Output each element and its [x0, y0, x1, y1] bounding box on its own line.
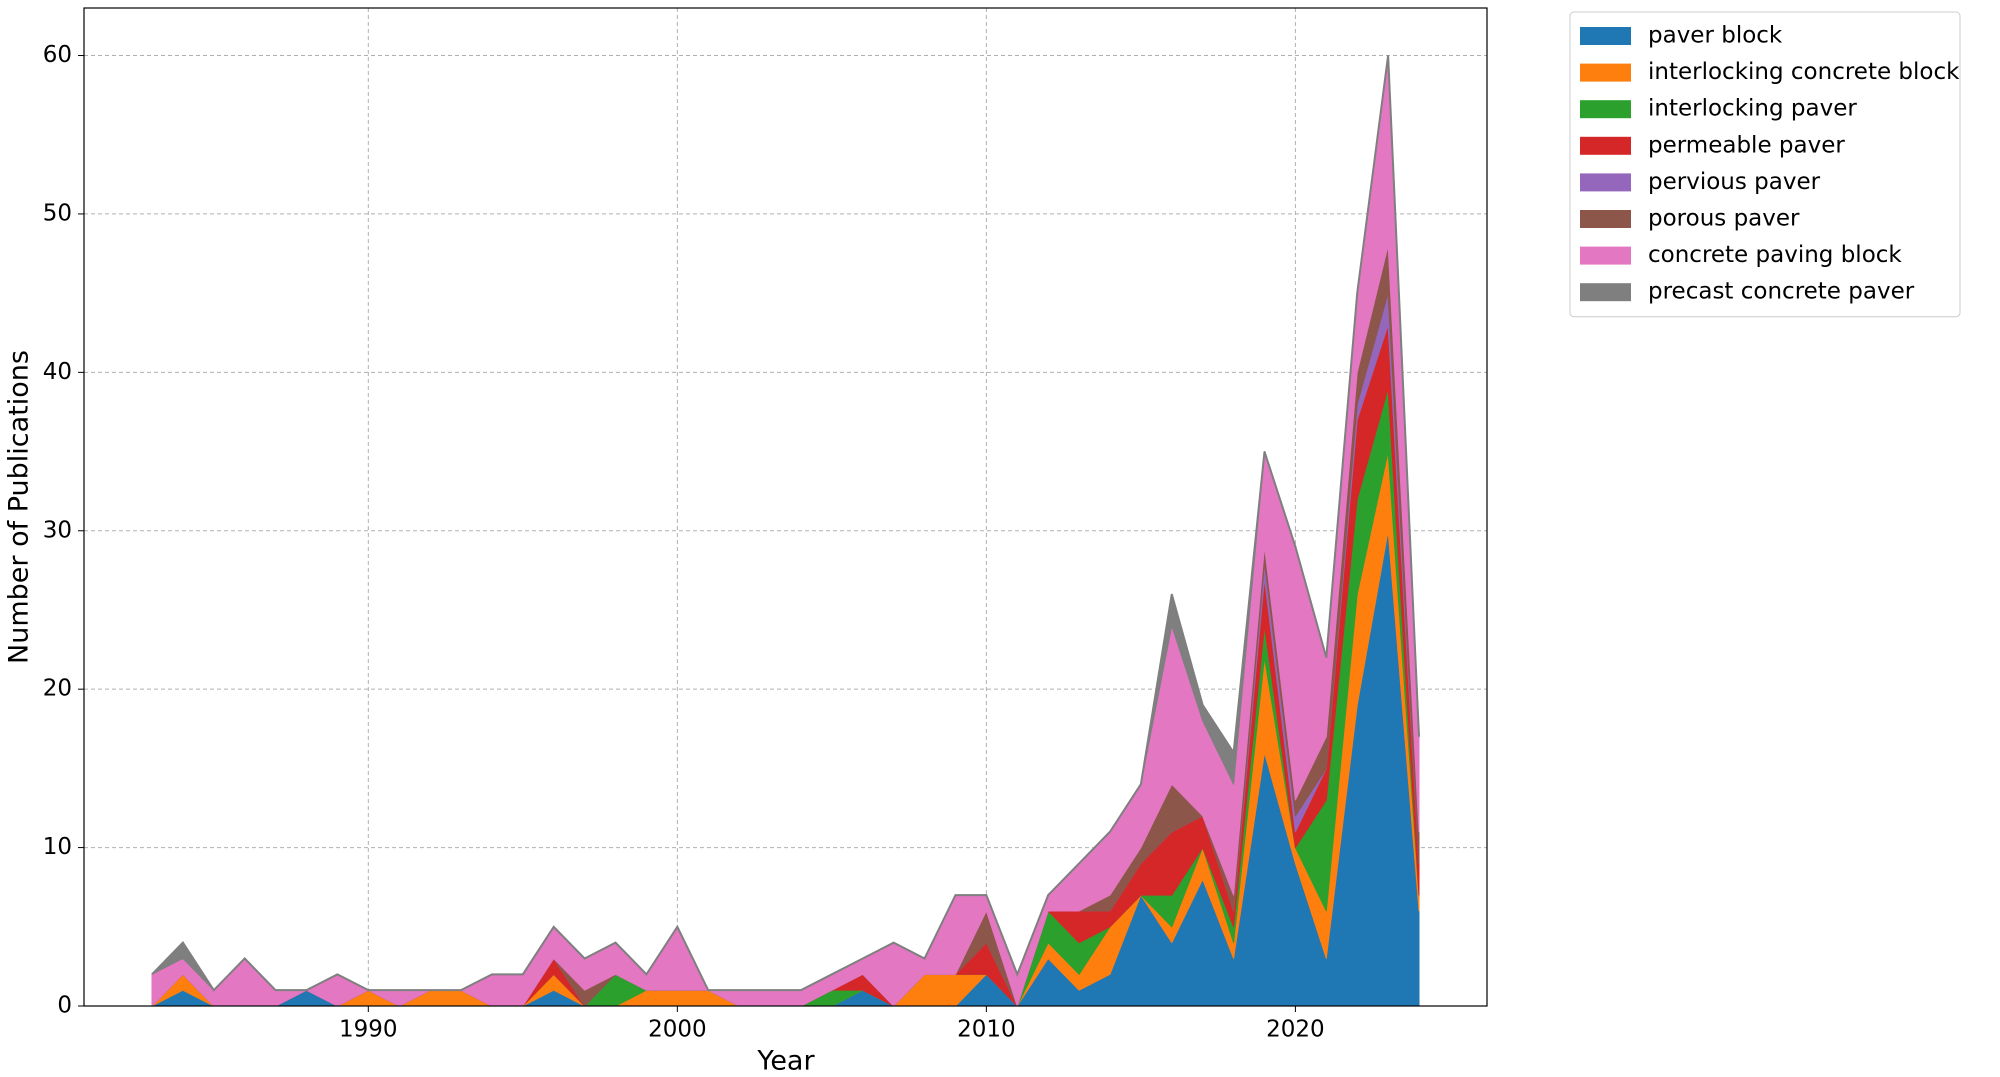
x-tick-label: 1990 — [339, 1017, 398, 1043]
legend-swatch — [1580, 136, 1631, 155]
y-tick-label: 50 — [43, 200, 72, 226]
y-tick-label: 60 — [43, 42, 72, 68]
legend-label: pervious paver — [1648, 169, 1821, 195]
legend-swatch — [1580, 173, 1631, 192]
legend-label: precast concrete paver — [1648, 279, 1915, 305]
x-tick-label: 2020 — [1266, 1017, 1325, 1043]
legend-swatch — [1580, 210, 1631, 228]
y-tick-label: 10 — [43, 834, 72, 860]
legend-label: permeable paver — [1648, 132, 1845, 158]
y-tick-label: 20 — [43, 676, 72, 702]
legend-swatch — [1580, 63, 1631, 82]
y-tick-label: 40 — [43, 359, 72, 385]
legend-swatch — [1580, 246, 1631, 265]
area — [151, 245, 1420, 1007]
x-tick-label: 2000 — [648, 1017, 707, 1043]
legend-label: interlocking paver — [1648, 96, 1857, 122]
legend-swatch — [1580, 27, 1631, 45]
y-axis-label: Number of Publications — [4, 350, 35, 664]
total-outline — [151, 55, 1421, 992]
legend-label: interlocking concrete block — [1648, 59, 1960, 85]
legend-label: porous paver — [1648, 206, 1800, 232]
legend-swatch — [1580, 283, 1631, 302]
plot-frame — [83, 7, 1488, 1007]
area — [151, 324, 1420, 1007]
x-tick-label: 2010 — [957, 1017, 1016, 1043]
y-tick-label: 30 — [43, 517, 72, 543]
y-tick-label: 0 — [57, 993, 72, 1019]
legend-swatch — [1580, 100, 1631, 119]
x-axis-label: Year — [756, 1046, 815, 1077]
legend-label: concrete paving block — [1648, 242, 1902, 268]
legend-frame — [1569, 11, 1961, 318]
legend-label: paver block — [1648, 23, 1783, 49]
